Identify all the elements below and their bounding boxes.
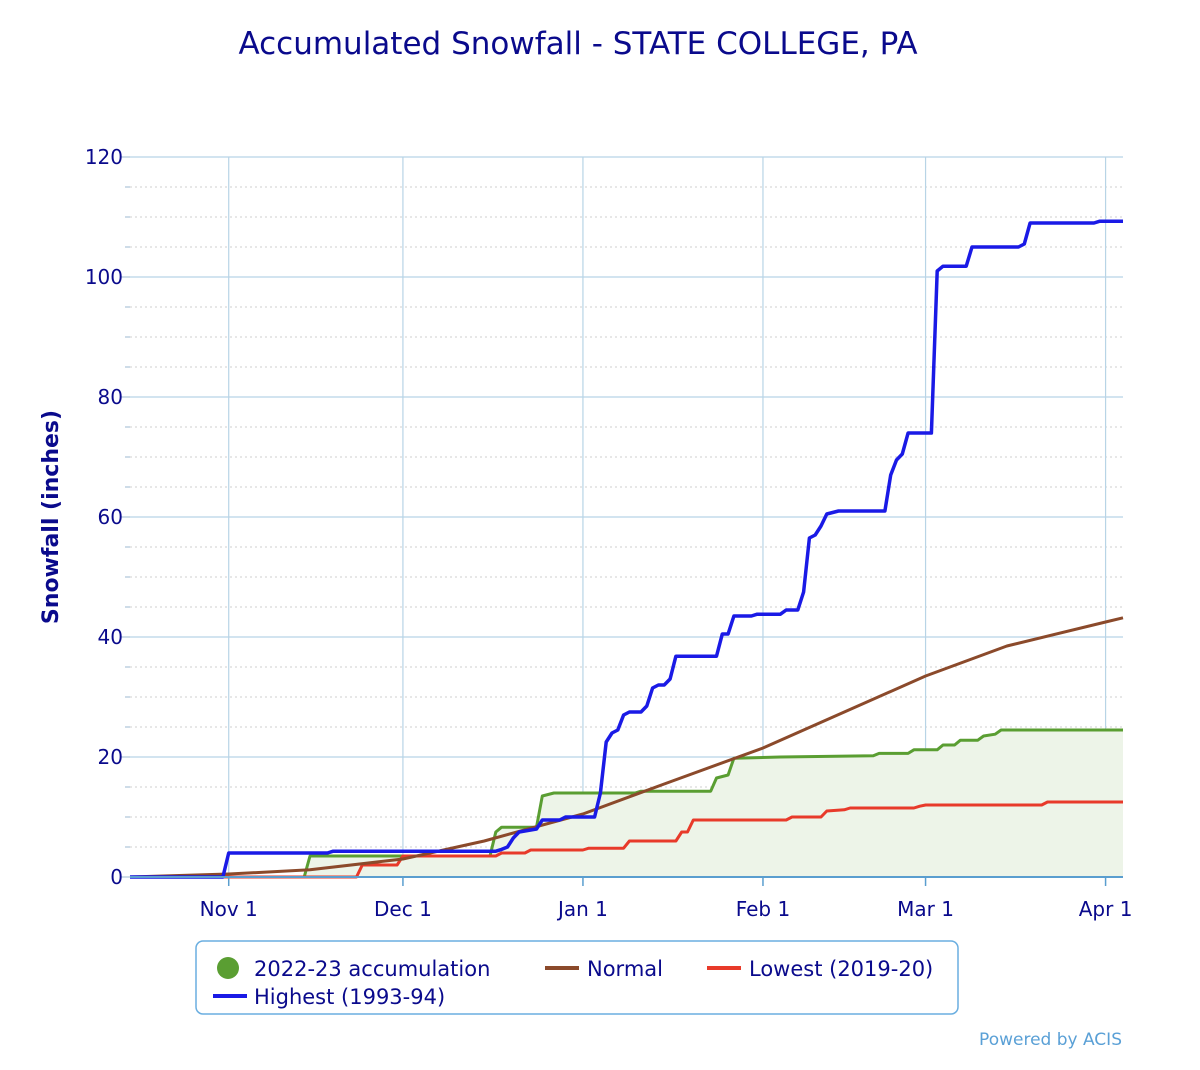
series-line-highest-1993-94	[130, 219, 1123, 879]
y-tick-label: 0	[110, 865, 123, 889]
y-axis: 0 20 40 60 80 100 120	[85, 145, 130, 889]
credit-link[interactable]: Powered by ACIS	[979, 1030, 1122, 1050]
chart-title: Accumulated Snowfall - STATE COLLEGE, PA	[238, 26, 917, 62]
legend-marker-circle-icon	[217, 957, 239, 979]
legend-label: Lowest (2019-20)	[749, 957, 933, 981]
series-line-lowest-2019-20	[130, 800, 1123, 879]
y-tick-label: 20	[98, 745, 123, 769]
x-axis: Nov 1 Dec 1 Jan 1 Feb 1 Mar 1 Apr 1	[130, 876, 1133, 921]
y-tick-label: 60	[98, 505, 123, 529]
y-axis-label: Snowfall (inches)	[39, 410, 64, 624]
y-tick-label: 100	[85, 265, 123, 289]
legend-item-2022-23[interactable]: 2022-23 accumulation	[217, 957, 490, 981]
x-tick-label: Jan 1	[556, 897, 608, 921]
legend-item-highest[interactable]: Highest (1993-94)	[213, 985, 445, 1009]
x-tick-label: Nov 1	[200, 897, 258, 921]
y-tick-label: 80	[98, 385, 123, 409]
legend-label: Highest (1993-94)	[254, 985, 445, 1009]
y-tick-label: 40	[98, 625, 123, 649]
x-tick-label: Feb 1	[736, 897, 791, 921]
chart-legend: 2022-23 accumulation Normal Lowest (2019…	[195, 940, 959, 1015]
series-area-2022-23	[130, 730, 1123, 877]
legend-item-normal[interactable]: Normal	[545, 957, 663, 981]
legend-label: Normal	[587, 957, 663, 981]
series-layer	[129, 219, 1124, 879]
x-tick-label: Mar 1	[897, 897, 954, 921]
legend-box	[195, 940, 959, 1015]
y-tick-label: 120	[85, 145, 123, 169]
legend-label: 2022-23 accumulation	[254, 957, 490, 981]
x-tick-label: Apr 1	[1079, 897, 1133, 921]
legend-item-lowest[interactable]: Lowest (2019-20)	[707, 957, 933, 981]
x-tick-label: Dec 1	[374, 897, 432, 921]
series-line-normal	[129, 616, 1124, 879]
